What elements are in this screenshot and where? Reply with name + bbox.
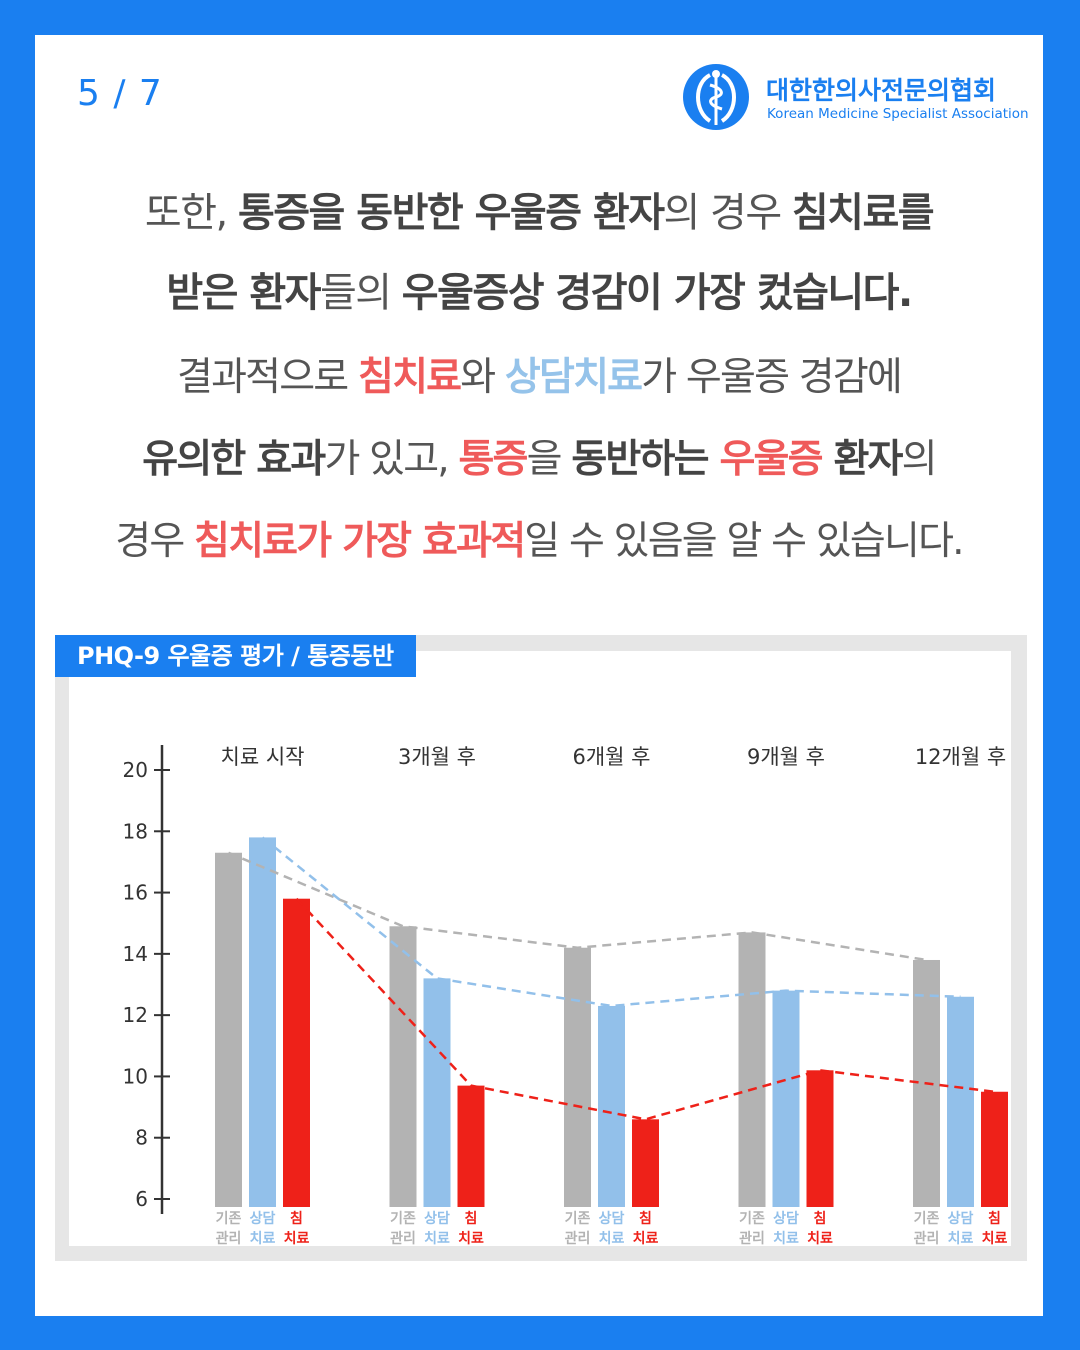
paragraph-line: 경우 침치료가 가장 효과적일 수 있음을 알 수 있습니다. xyxy=(35,501,1043,583)
bar-2 xyxy=(981,1091,1008,1207)
emphasis-text: 침치료를 xyxy=(791,190,935,236)
bar-0 xyxy=(564,947,591,1207)
emphasis-text: 통증을 동반한 우울증 환자 xyxy=(237,190,665,236)
series-label: 관리 xyxy=(914,1230,940,1246)
text-segment: 들의 xyxy=(319,270,402,316)
caduceus-logo-icon xyxy=(683,64,749,130)
series-label: 기존 xyxy=(739,1211,765,1227)
series-label: 치료 xyxy=(250,1231,276,1246)
emphasis-text: 환자 xyxy=(821,437,903,482)
period-label: 치료 시작 xyxy=(221,745,305,769)
acupuncture-highlight: 침치료가 가장 효과적 xyxy=(194,519,526,564)
trend-line-1 xyxy=(261,836,961,1008)
series-label: 상담 xyxy=(424,1210,450,1227)
y-tick-label: 12 xyxy=(123,1003,148,1027)
bar-1 xyxy=(423,978,451,1207)
series-label: 상담 xyxy=(948,1210,974,1227)
y-tick-label: 18 xyxy=(123,819,148,843)
bar-2 xyxy=(457,1085,485,1207)
series-label: 관리 xyxy=(739,1230,765,1246)
emphasis-text: 우울증상 경감이 가장 컸습니다. xyxy=(401,270,913,316)
series-label: 치료 xyxy=(807,1231,833,1246)
text-segment: 또한, xyxy=(144,190,238,236)
logo-name: 대한한의사전문의협회 xyxy=(766,76,997,105)
bar-0 xyxy=(738,932,766,1207)
y-tick-label: 6 xyxy=(135,1187,148,1211)
bar-0 xyxy=(215,852,242,1207)
series-label: 상담 xyxy=(773,1210,799,1227)
text-segment: 와 xyxy=(460,355,505,400)
counseling-highlight: 상담치료 xyxy=(504,355,643,400)
pain-highlight: 통증 xyxy=(458,437,528,482)
series-label: 치료 xyxy=(284,1231,310,1246)
series-label: 관리 xyxy=(565,1230,591,1246)
text-segment: 가 우울증 경감에 xyxy=(641,355,903,400)
series-label: 침 xyxy=(988,1211,1001,1227)
series-label: 기존 xyxy=(390,1211,416,1227)
bar-0 xyxy=(389,926,417,1207)
series-label: 치료 xyxy=(599,1231,625,1246)
text-segment: 가 있고, xyxy=(324,437,459,482)
text-segment: 일 수 있음을 알 수 있습니다. xyxy=(524,519,964,564)
y-tick-label: 10 xyxy=(123,1064,148,1088)
series-label: 침 xyxy=(290,1211,303,1227)
emphasis-text: 유의한 효과 xyxy=(142,437,326,482)
series-label: 침 xyxy=(814,1211,827,1227)
series-label: 기존 xyxy=(914,1211,940,1227)
association-logo: 대한한의사전문의협회 Korean Medicine Specialist As… xyxy=(680,61,1029,133)
period-label: 12개월 후 xyxy=(915,745,1006,769)
series-label: 치료 xyxy=(982,1231,1008,1246)
page-counter: 5 / 7 xyxy=(77,73,163,114)
series-label: 치료 xyxy=(773,1231,799,1246)
series-label: 상담 xyxy=(599,1210,625,1227)
y-tick-label: 14 xyxy=(123,942,148,966)
series-label: 기존 xyxy=(565,1211,591,1227)
summary-paragraph: 또한, 통증을 동반한 우울증 환자의 경우 침치료를 받은 환자들의 우울증상… xyxy=(35,173,1043,333)
emphasis-text: 동반하는 xyxy=(571,437,720,482)
y-tick-label: 20 xyxy=(123,758,148,782)
series-label: 침 xyxy=(639,1211,652,1227)
bar-2 xyxy=(806,1070,834,1207)
series-label: 침 xyxy=(465,1211,478,1227)
paragraph-line: 받은 환자들의 우울증상 경감이 가장 컸습니다. xyxy=(35,253,1043,333)
period-label: 3개월 후 xyxy=(398,745,476,769)
series-label: 치료 xyxy=(458,1231,484,1246)
period-label: 6개월 후 xyxy=(573,745,651,769)
y-tick-label: 8 xyxy=(135,1126,148,1150)
series-label: 치료 xyxy=(948,1231,974,1246)
bar-1 xyxy=(249,837,276,1207)
paragraph-line: 또한, 통증을 동반한 우울증 환자의 경우 침치료를 xyxy=(35,173,1043,253)
bar-1 xyxy=(947,996,974,1207)
chart-title: PHQ-9 우울증 평가 / 통증동반 xyxy=(55,635,416,677)
series-label: 치료 xyxy=(424,1231,450,1246)
text-segment: 의 xyxy=(901,437,938,482)
paragraph-line: 유의한 효과가 있고, 통증을 동반하는 우울증 환자의 xyxy=(35,419,1043,501)
text-segment: 을 xyxy=(526,437,572,482)
series-label: 관리 xyxy=(216,1230,242,1246)
bar-2 xyxy=(283,898,310,1207)
trend-line-0 xyxy=(228,851,927,962)
conclusion-paragraph: 결과적으로 침치료와 상담치료가 우울증 경감에 유의한 효과가 있고, 통증을… xyxy=(35,337,1043,583)
bar-1 xyxy=(772,990,800,1207)
series-label: 기존 xyxy=(216,1211,242,1227)
series-label: 치료 xyxy=(633,1231,659,1246)
trend-line-2 xyxy=(295,897,995,1121)
text-segment: 경우 xyxy=(115,519,194,564)
period-label: 9개월 후 xyxy=(747,745,825,769)
logo-subtitle: Korean Medicine Specialist Association xyxy=(767,106,1029,122)
depression-highlight: 우울증 xyxy=(719,437,823,482)
text-segment: 의 경우 xyxy=(663,190,792,236)
bar-1 xyxy=(598,1005,625,1207)
series-label: 상담 xyxy=(250,1210,276,1227)
paragraph-line: 결과적으로 침치료와 상담치료가 우울증 경감에 xyxy=(35,337,1043,419)
acupuncture-highlight: 침치료 xyxy=(357,355,462,400)
emphasis-text: 받은 환자 xyxy=(166,270,321,316)
series-label: 관리 xyxy=(390,1230,416,1246)
slide-card: 5 / 7 대한한의사전문의협회 Korean Medicine Special… xyxy=(35,35,1043,1316)
text-segment: 결과적으로 xyxy=(176,355,358,400)
y-tick-label: 16 xyxy=(123,881,148,905)
bar-2 xyxy=(632,1119,659,1207)
